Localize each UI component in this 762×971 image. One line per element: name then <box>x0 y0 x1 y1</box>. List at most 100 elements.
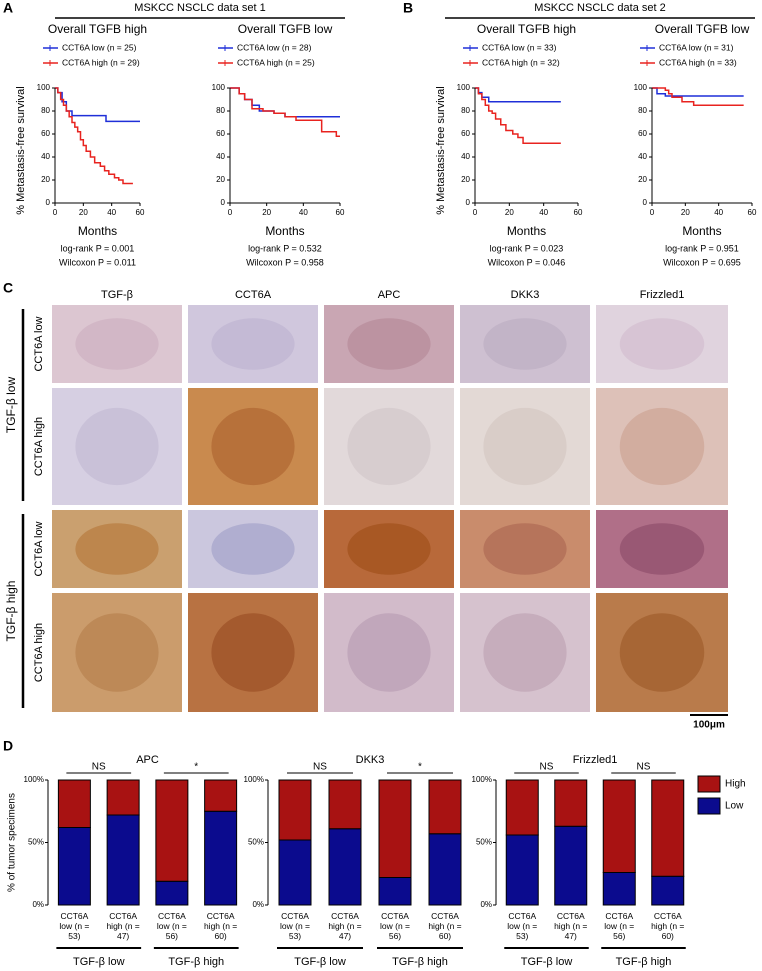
y-tick-label: 0% <box>32 900 44 909</box>
bar-segment <box>428 833 462 906</box>
x-tick-label: CCT6A low (n = 56) <box>604 911 635 941</box>
panel-label: A <box>3 0 13 16</box>
ihc-image-region <box>211 318 295 370</box>
stat-annotation: Wilcoxon P = 0.011 <box>59 257 136 267</box>
y-tick-label: 100% <box>24 775 44 784</box>
y-tick-label: 50% <box>248 838 264 847</box>
legend-swatch <box>697 797 721 815</box>
x-tick-label: 0 <box>473 208 478 217</box>
panel-header: MSKCC NSCLC data set 2 <box>534 2 665 14</box>
row-group-label: TGF-β low <box>4 377 18 434</box>
bar-segment <box>554 825 588 906</box>
y-tick-label: 60 <box>461 129 470 138</box>
survival-curve <box>652 87 744 106</box>
column-header: DKK3 <box>511 289 540 301</box>
ihc-image-region <box>75 613 159 692</box>
y-tick-label: 100% <box>472 775 492 784</box>
chart-title: APC <box>136 754 159 766</box>
bar-segment <box>106 779 140 816</box>
y-tick-label: 20 <box>461 175 470 184</box>
survival-curve <box>230 87 340 118</box>
bar-segment <box>554 779 588 827</box>
bar-segment <box>155 880 189 906</box>
bar-segment <box>328 828 362 906</box>
y-tick-label: 60 <box>216 129 225 138</box>
significance-label: NS <box>313 762 327 773</box>
bar-segment <box>651 779 685 877</box>
y-tick-label: 100 <box>634 83 648 92</box>
y-tick-label: 40 <box>461 152 470 161</box>
y-tick-label: 20 <box>216 175 225 184</box>
y-tick-label: 50% <box>476 838 492 847</box>
ihc-image-region <box>75 318 159 370</box>
bar-segment <box>106 814 140 906</box>
panel-label: C <box>3 280 13 296</box>
bar-segment <box>328 779 362 830</box>
survival-curve <box>475 87 561 144</box>
x-axis-label: Months <box>265 224 304 238</box>
legend-label: CCT6A low (n = 33) <box>482 42 557 52</box>
y-axis-label: % Metastasis-free survival <box>435 86 447 214</box>
ihc-image-region <box>619 613 705 692</box>
stat-annotation: log-rank P = 0.951 <box>665 243 739 253</box>
legend-label: CCT6A high (n = 33) <box>659 57 737 67</box>
x-axis-label: Months <box>682 224 721 238</box>
column-header: CCT6A <box>235 289 272 301</box>
group-label: TGF-β high <box>616 956 672 968</box>
x-tick-label: 0 <box>228 208 233 217</box>
x-tick-label: CCT6A high (n = 47) <box>106 911 140 941</box>
y-tick-label: 0 <box>643 198 648 207</box>
x-tick-label: CCT6A low (n = 53) <box>507 911 538 941</box>
chart-title: Frizzled1 <box>573 754 618 766</box>
ihc-image-region <box>483 613 567 692</box>
y-tick-label: 50% <box>28 838 44 847</box>
y-tick-label: 100 <box>457 83 471 92</box>
bar-segment <box>378 779 412 878</box>
ihc-image-region <box>75 407 159 486</box>
legend-label: CCT6A low (n = 25) <box>62 42 137 52</box>
bar-segment <box>378 877 412 906</box>
ihc-image-region <box>211 523 295 575</box>
x-tick-label: 60 <box>748 208 757 217</box>
x-tick-label: CCT6A high (n = 60) <box>203 911 238 941</box>
bar-segment <box>155 779 189 882</box>
ihc-image-region <box>211 407 295 486</box>
bar-segment <box>505 834 539 906</box>
y-tick-label: 80 <box>638 106 647 115</box>
y-tick-label: 100 <box>37 83 51 92</box>
x-tick-label: 40 <box>714 208 723 217</box>
legend-label: CCT6A high (n = 25) <box>237 57 315 67</box>
ihc-image-region <box>75 523 159 575</box>
group-label: TGF-β low <box>521 956 573 968</box>
row-label: CCT6A high <box>33 417 45 476</box>
stat-annotation: log-rank P = 0.001 <box>61 243 135 253</box>
y-tick-label: 20 <box>638 175 647 184</box>
y-tick-label: 20 <box>41 175 50 184</box>
group-label: TGF-β high <box>392 956 448 968</box>
scale-bar-label: 100μm <box>693 720 725 731</box>
legend-swatch <box>697 775 721 793</box>
ihc-image-region <box>619 318 705 370</box>
x-tick-label: 40 <box>107 208 116 217</box>
panel-label: D <box>3 738 13 754</box>
bar-segment <box>57 827 91 906</box>
y-tick-label: 100 <box>212 83 226 92</box>
row-label: CCT6A low <box>33 521 45 576</box>
bar-segment <box>602 779 636 873</box>
y-axis-label: % of tumor specimens <box>7 793 18 892</box>
group-label: TGF-β low <box>73 956 125 968</box>
chart-title: Overall TGFB low <box>655 22 750 36</box>
significance-label: NS <box>540 762 554 773</box>
ihc-image-region <box>483 318 567 370</box>
y-tick-label: 40 <box>638 152 647 161</box>
legend-label: CCT6A high (n = 32) <box>482 57 560 67</box>
row-label: CCT6A high <box>33 623 45 682</box>
bar-segment <box>278 779 312 841</box>
survival-curve <box>55 87 133 185</box>
x-tick-label: CCT6A high (n = 47) <box>328 911 362 941</box>
chart-title: Overall TGFB low <box>238 22 333 36</box>
y-tick-label: 60 <box>41 129 50 138</box>
x-tick-label: CCT6A low (n = 53) <box>280 911 310 941</box>
stat-annotation: Wilcoxon P = 0.046 <box>488 257 566 267</box>
